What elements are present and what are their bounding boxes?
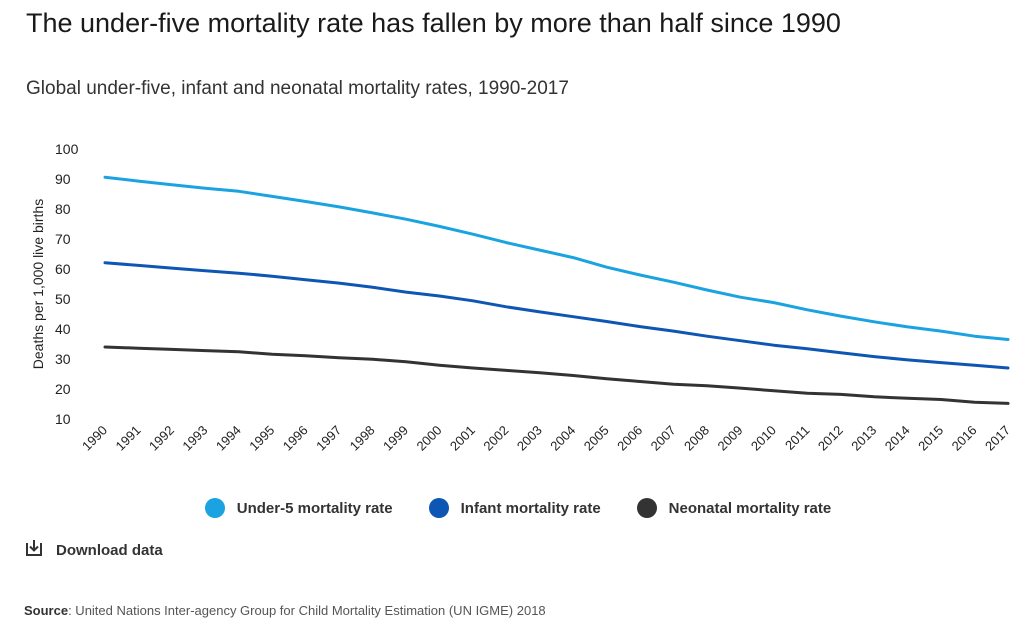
x-tick-label: 1995 [246,423,277,454]
x-tick-label: 2008 [681,423,712,454]
x-tick-label: 2016 [949,423,980,454]
x-tick-label: 1992 [146,423,177,454]
y-tick-label: 50 [55,291,71,307]
x-tick-label: 1998 [347,423,378,454]
y-tick-label: 40 [55,321,71,337]
series-line-under5 [103,175,1010,341]
series-line-neonatal [103,345,1010,405]
y-tick-label: 60 [55,261,71,277]
x-tick-label: 2014 [882,423,913,454]
legend-label: Under-5 mortality rate [236,499,393,517]
x-tick-label: 2009 [715,423,746,454]
y-axis-label: Deaths per 1,000 live births [30,199,46,369]
x-tick-label: 2000 [414,423,445,454]
x-tick-label: 2005 [581,423,612,454]
y-tick-label: 70 [55,231,71,247]
download-label: Download data [56,542,163,559]
x-tick-label: 1996 [280,423,311,454]
x-tick-label: 2001 [447,423,478,454]
y-tick-label: 100 [55,141,79,157]
x-tick-label: 1994 [213,423,244,454]
y-tick-label: 80 [55,201,71,217]
x-tick-label: 2017 [982,423,1013,454]
download-icon [24,538,44,563]
legend-swatch [204,498,225,518]
legend-item-under5[interactable]: Under-5 mortality rate [204,498,393,518]
y-tick-label: 10 [55,411,71,427]
legend-swatch [428,498,449,518]
y-tick-label: 90 [55,171,71,187]
legend-item-infant[interactable]: Infant mortality rate [428,498,601,518]
x-tick-label: 1990 [79,423,110,454]
x-tick-label: 2011 [782,423,812,453]
legend-swatch [636,498,657,518]
chart-legend: Under-5 mortality rate Infant mortality … [0,498,1036,518]
legend-label: Infant mortality rate [460,499,601,517]
y-tick-label: 30 [55,351,71,367]
y-tick-label: 20 [55,381,71,397]
legend-item-neonatal[interactable]: Neonatal mortality rate [636,498,832,518]
source-text: : United Nations Inter-agency Group for … [68,603,546,618]
x-tick-label: 2013 [848,423,879,454]
x-tick-label: 2006 [614,423,645,454]
source-label: Source [24,603,69,618]
x-tick-label: 2015 [915,423,946,454]
legend-label: Neonatal mortality rate [668,499,832,517]
source-note: Source: United Nations Inter-agency Grou… [24,603,546,618]
x-tick-label: 2007 [648,423,679,454]
chart-title: The under-five mortality rate has fallen… [26,8,841,38]
x-tick-label: 2002 [480,423,511,454]
x-tick-label: 1997 [313,423,344,454]
x-tick-label: 1999 [380,423,411,454]
download-data-button[interactable]: Download data [24,538,163,563]
x-tick-label: 2004 [547,423,578,454]
x-tick-label: 1991 [113,423,144,454]
x-tick-label: 2012 [815,423,846,454]
series-line-infant [103,261,1010,370]
x-tick-label: 2003 [514,423,545,454]
line-chart: Deaths per 1,000 live births 10 20 30 40 50 60… [30,141,1013,454]
x-tick-label: 1993 [179,423,210,454]
chart-subtitle: Global under-five, infant and neonatal m… [26,78,569,99]
x-tick-label: 2010 [748,423,779,454]
